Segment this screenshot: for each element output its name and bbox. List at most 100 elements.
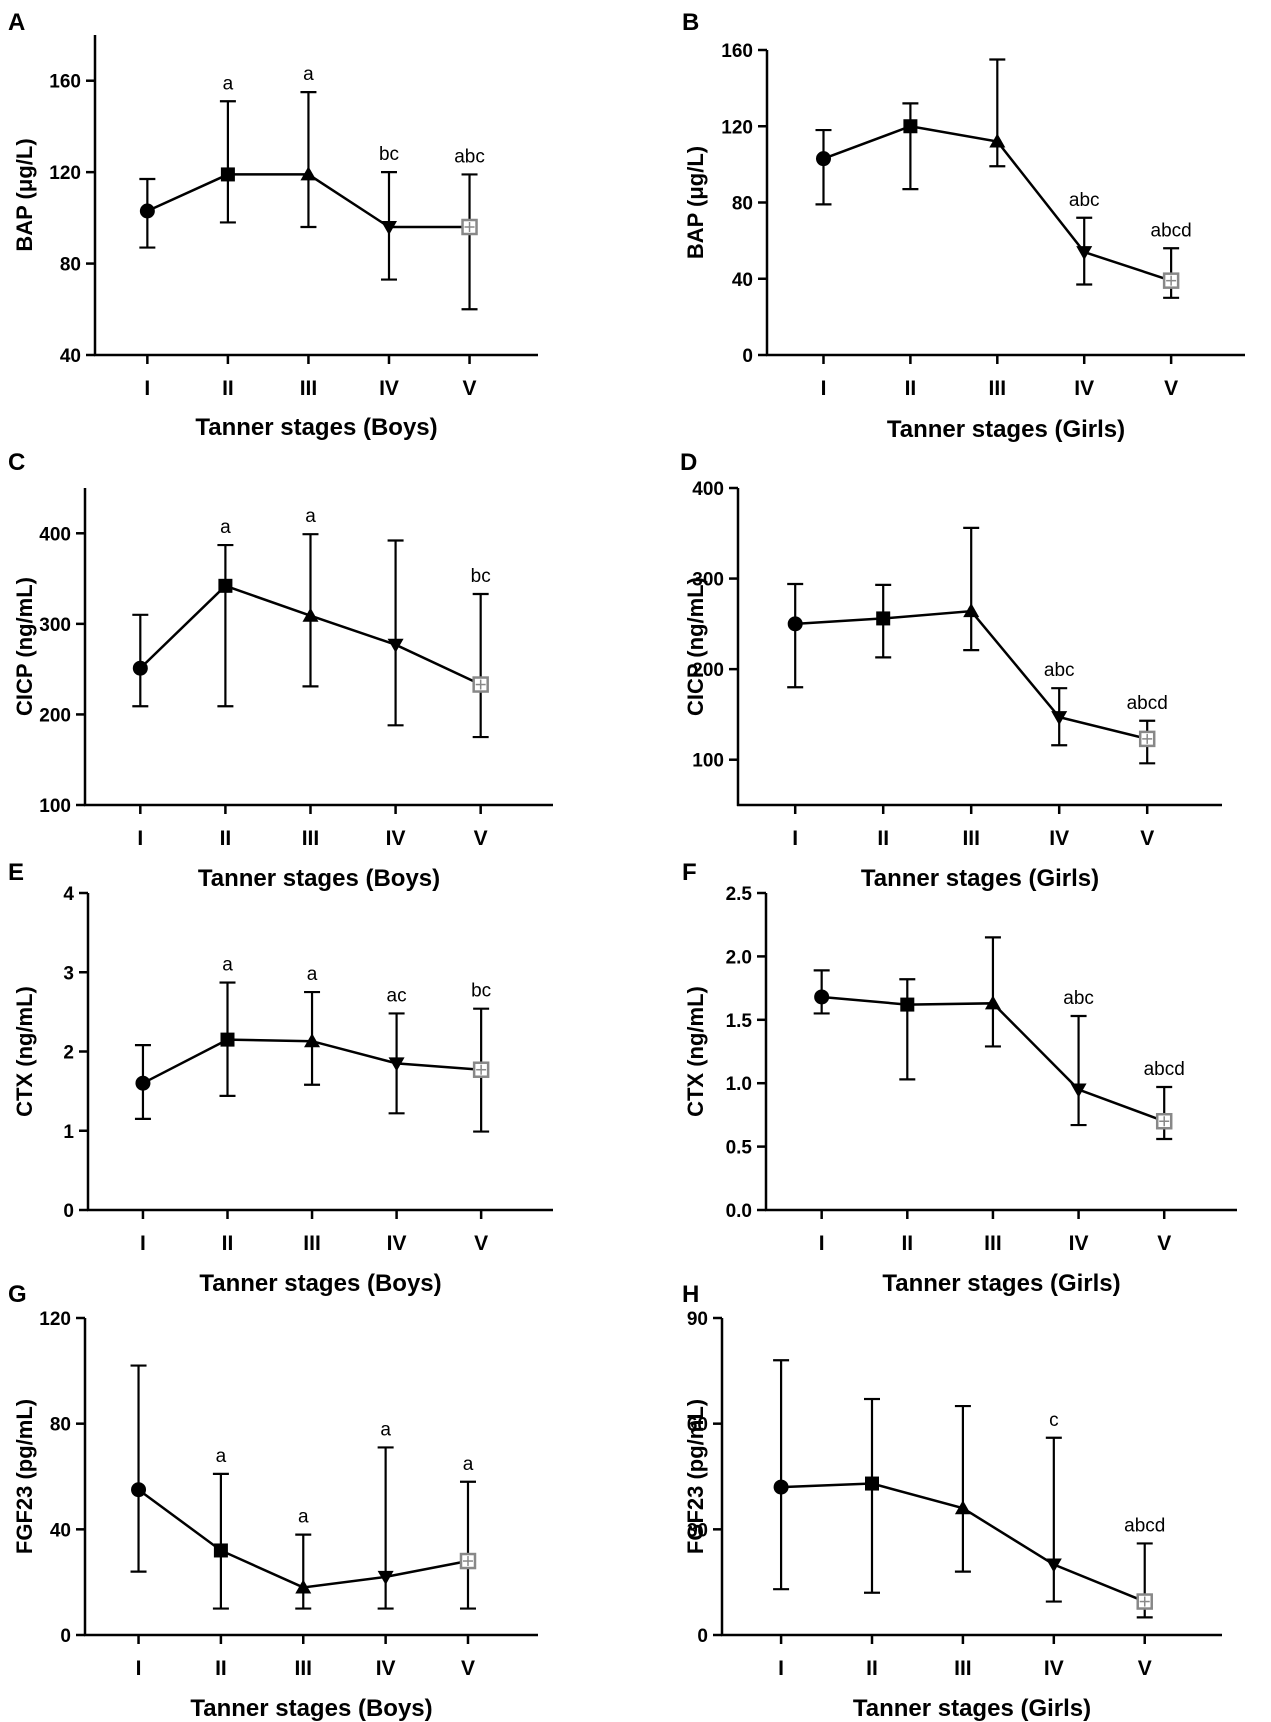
circle-marker	[787, 616, 803, 632]
x-tick-label: III	[984, 1232, 1002, 1255]
x-axis-label: Tanner stages (Girls)	[861, 865, 1099, 892]
panel-letter: C	[8, 449, 25, 476]
y-tick-label: 200	[692, 660, 724, 681]
square-marker	[220, 167, 235, 182]
y-axis-label: BAP (μg/L)	[12, 138, 37, 251]
circle-marker	[135, 1075, 151, 1091]
square-marker	[213, 1543, 228, 1558]
y-tick-label: 90	[687, 1309, 708, 1330]
x-tick-label: I	[140, 1232, 146, 1255]
x-tick-label: V	[463, 377, 477, 400]
circle-marker	[814, 989, 830, 1005]
triangle-up-marker	[295, 1579, 312, 1594]
circle-marker	[773, 1479, 789, 1495]
y-tick-label: 0	[63, 1201, 74, 1222]
x-tick-label: III	[954, 1657, 972, 1680]
panel-letter: D	[680, 449, 697, 476]
triangle-down-marker	[388, 1057, 405, 1072]
significance-label: abcd	[1151, 220, 1192, 241]
significance-label: bc	[471, 981, 491, 1002]
y-tick-label: 120	[721, 117, 753, 138]
y-tick-label: 120	[49, 163, 81, 184]
x-tick-label: II	[220, 827, 232, 850]
x-axis-label: Tanner stages (Boys)	[199, 1270, 441, 1297]
y-tick-label: 2.0	[726, 947, 752, 968]
significance-label: a	[298, 1507, 309, 1528]
x-tick-label: IV	[1069, 1232, 1089, 1255]
x-tick-label: III	[295, 1657, 313, 1680]
square-marker	[220, 1032, 235, 1047]
x-tick-label: V	[474, 1232, 488, 1255]
triangle-down-marker	[380, 221, 397, 235]
x-tick-label: IV	[386, 827, 406, 850]
panel-letter: F	[682, 859, 697, 886]
x-tick-label: V	[474, 827, 488, 850]
x-axis-label: Tanner stages (Girls)	[887, 416, 1125, 443]
significance-label: abc	[454, 146, 485, 167]
triangle-up-marker	[304, 1033, 321, 1048]
panel-letter: B	[682, 9, 699, 36]
circle-marker	[139, 203, 155, 219]
square-marker	[218, 578, 233, 593]
triangle-up-marker	[989, 133, 1006, 148]
y-tick-label: 400	[39, 524, 71, 545]
x-tick-label: II	[877, 827, 889, 850]
y-tick-label: 40	[732, 270, 753, 291]
circle-marker	[131, 1482, 147, 1498]
triangle-down-marker	[1051, 711, 1068, 726]
x-tick-label: IV	[376, 1657, 396, 1680]
x-tick-label: II	[901, 1232, 913, 1255]
square-marker	[865, 1476, 879, 1491]
square-marker	[903, 119, 918, 134]
significance-label: a	[216, 1446, 227, 1467]
triangle-down-marker	[387, 638, 404, 653]
significance-label: a	[305, 506, 316, 527]
y-tick-label: 120	[39, 1309, 71, 1330]
y-tick-label: 80	[732, 194, 753, 215]
triangle-down-marker	[377, 1570, 394, 1585]
y-tick-label: 0	[742, 346, 753, 367]
y-tick-label: 0	[697, 1626, 708, 1647]
triangle-up-marker	[954, 1500, 971, 1515]
x-tick-label: V	[1138, 1657, 1152, 1680]
triangle-down-marker	[1070, 1083, 1087, 1098]
x-tick-label: III	[300, 377, 318, 400]
y-tick-label: 300	[692, 570, 724, 591]
y-tick-label: 0.0	[726, 1201, 752, 1222]
triangle-up-marker	[984, 995, 1001, 1010]
y-tick-label: 80	[50, 1415, 71, 1436]
y-tick-label: 2	[63, 1043, 74, 1064]
y-tick-label: 0	[60, 1626, 71, 1647]
triangle-up-marker	[302, 607, 319, 622]
x-tick-label: II	[905, 377, 917, 400]
y-axis-label: CICP (ng/mL)	[683, 577, 708, 716]
y-tick-label: 80	[60, 255, 81, 276]
x-tick-label: IV	[1044, 1657, 1064, 1680]
panel-letter: G	[8, 1281, 27, 1308]
x-tick-label: II	[222, 1232, 234, 1255]
significance-label: ac	[387, 985, 407, 1006]
significance-label: a	[222, 955, 233, 976]
significance-label: a	[380, 1419, 391, 1440]
y-axis-label: CICP (ng/mL)	[12, 577, 37, 716]
y-tick-label: 0.5	[726, 1138, 753, 1159]
circle-marker	[815, 151, 831, 167]
significance-label: bc	[471, 566, 491, 587]
triangle-up-marker	[963, 603, 980, 618]
y-tick-label: 400	[692, 479, 724, 500]
y-tick-label: 100	[39, 796, 71, 817]
significance-label: abcd	[1127, 693, 1168, 714]
significance-label: abc	[1063, 988, 1094, 1009]
y-tick-label: 1.5	[726, 1011, 753, 1032]
significance-label: bc	[379, 144, 399, 165]
triangle-up-marker	[300, 166, 317, 181]
panel-letter: A	[8, 9, 25, 36]
circle-marker	[132, 660, 148, 676]
significance-label: a	[463, 1454, 474, 1475]
